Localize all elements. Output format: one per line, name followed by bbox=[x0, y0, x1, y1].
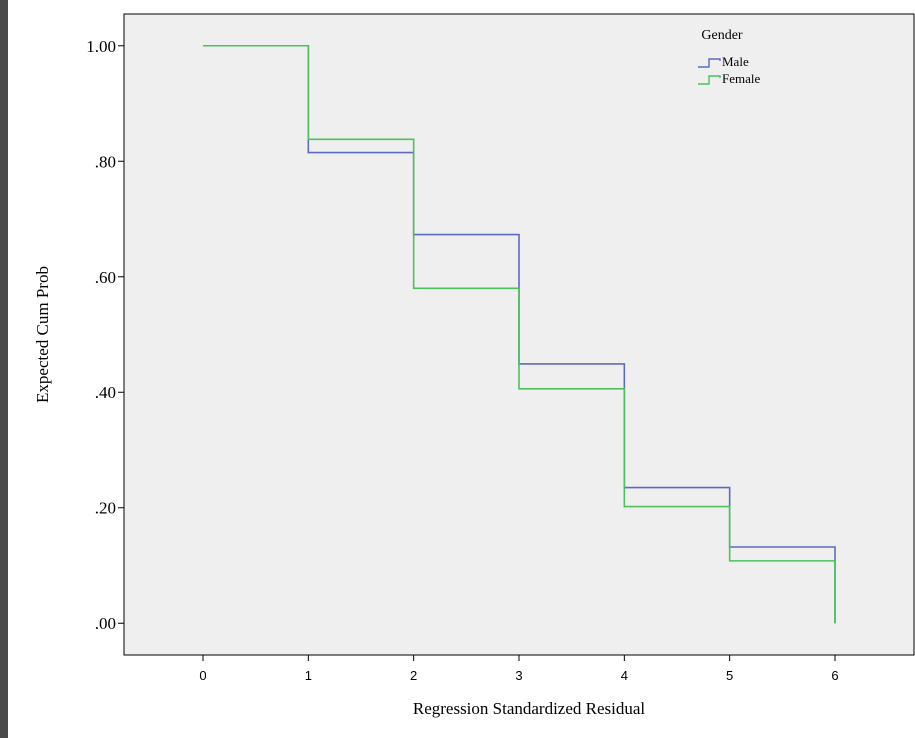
x-tick-label: 2 bbox=[410, 668, 417, 683]
legend-label-male: Male bbox=[722, 54, 749, 69]
series-line-female bbox=[203, 44, 836, 624]
series-lines bbox=[203, 44, 836, 624]
y-tick-label: .80 bbox=[95, 152, 116, 171]
legend-swatch-male bbox=[698, 58, 721, 68]
legend: Gender Male Female bbox=[698, 28, 760, 86]
y-axis-title: Expected Cum Prob bbox=[33, 266, 52, 403]
x-axis-title: Regression Standardized Residual bbox=[413, 699, 646, 718]
x-tick-label: 6 bbox=[831, 668, 838, 683]
axes: .00 .20 .40 .60 .80 1.00 0 1 2 3 4 5 6 bbox=[86, 37, 838, 683]
x-tick-label: 0 bbox=[199, 668, 206, 683]
legend-label-female: Female bbox=[722, 71, 760, 86]
y-tick-label: 1.00 bbox=[86, 37, 116, 56]
y-tick-label: .40 bbox=[95, 383, 116, 402]
legend-title: Gender bbox=[701, 28, 743, 43]
y-tick-label: .20 bbox=[95, 499, 116, 518]
chart-frame: .00 .20 .40 .60 .80 1.00 0 1 2 3 4 5 6 Expected Cum … bbox=[8, 0, 915, 738]
chart: .00 .20 .40 .60 .80 1.00 0 1 2 3 4 5 6 Expected Cum … bbox=[33, 13, 915, 718]
x-tick-label: 5 bbox=[726, 668, 733, 683]
y-tick-label: .00 bbox=[95, 614, 116, 633]
legend-swatch-female bbox=[698, 75, 721, 85]
x-tick-label: 3 bbox=[515, 668, 522, 683]
x-tick-label: 1 bbox=[305, 668, 312, 683]
y-tick-label: .60 bbox=[95, 268, 116, 287]
x-tick-label: 4 bbox=[621, 668, 628, 683]
